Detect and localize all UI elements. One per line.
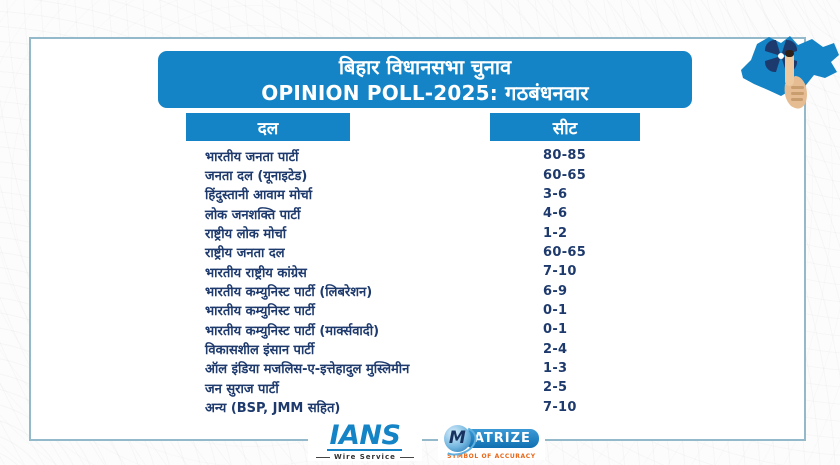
seat-range: 80-85 — [543, 148, 587, 164]
party-name: हिंदुस्तानी आवाम मोर्चा — [205, 188, 313, 204]
poll-title-english: OPINION POLL-2025: गठबंधनवार — [261, 80, 589, 105]
footer-logos: IANS Wire Service M ATRIZE SYMBOL OF ACC… — [308, 420, 545, 464]
table-row: हिंदुस्तानी आवाम मोर्चा 3-6 — [205, 185, 645, 204]
seat-range: 7-10 — [543, 264, 577, 280]
bihar-map-graphic — [741, 36, 839, 109]
party-name: लोक जनशक्ति पार्टी — [205, 207, 301, 223]
party-name: भारतीय राष्ट्रीय कांग्रेस — [205, 265, 307, 281]
party-name: राष्ट्रीय जनता दल — [205, 246, 285, 262]
seat-range: 2-4 — [543, 341, 568, 357]
ians-logo: IANS Wire Service — [308, 420, 422, 461]
table-row: जन सुराज पार्टी 2-5 — [205, 378, 645, 397]
table-row: भारतीय जनता पार्टी 80-85 — [205, 146, 645, 165]
seat-range: 60-65 — [543, 244, 587, 260]
party-name: भारतीय कम्युनिस्ट पार्टी (लिबरेशन) — [205, 285, 373, 301]
table-row: भारतीय कम्युनिस्ट पार्टी (लिबरेशन) 6-9 — [205, 281, 645, 301]
party-name: विकासशील इंसान पार्टी — [205, 343, 315, 359]
table-rows: भारतीय जनता पार्टी 80-85 जनता दल (यूनाइट… — [205, 146, 645, 417]
column-header-seats: सीट — [490, 113, 640, 141]
voter-finger-icon — [784, 50, 807, 109]
party-name: ऑल इंडिया मजलिस-ए-इत्तेहादुल मुस्लिमीन — [205, 362, 410, 378]
matrize-wordmark: M ATRIZE — [443, 424, 539, 452]
seat-range: 3-6 — [543, 186, 568, 202]
seat-range: 0-1 — [543, 322, 568, 338]
ians-tagline: Wire Service — [316, 453, 414, 461]
table-row: लोक जनशक्ति पार्टी 4-6 — [205, 204, 645, 223]
party-name: राष्ट्रीय लोक मोर्चा — [205, 227, 287, 243]
seat-range: 7-10 — [543, 399, 577, 415]
seat-range: 6-9 — [543, 283, 568, 299]
party-name: जन सुराज पार्टी — [205, 381, 279, 397]
party-name: भारतीय कम्युनिस्ट पार्टी (मार्क्सवादी) — [205, 323, 380, 339]
matrize-tagline: SYMBOL OF ACCURACY — [447, 452, 536, 460]
table-row: भारतीय राष्ट्रीय कांग्रेस 7-10 — [205, 262, 645, 281]
dash-right — [399, 456, 414, 458]
table-row: राष्ट्रीय जनता दल 60-65 — [205, 243, 645, 262]
seat-range: 60-65 — [543, 167, 587, 183]
table-row: ऑल इंडिया मजलिस-ए-इत्तेहादुल मुस्लिमीन 1… — [205, 359, 645, 378]
seat-range: 0-1 — [543, 302, 568, 318]
party-name: अन्य (BSP, JMM सहित) — [205, 401, 341, 417]
poll-title-hindi: बिहार विधानसभा चुनाव — [338, 54, 512, 79]
table-row: अन्य (BSP, JMM सहित) 7-10 — [205, 397, 645, 417]
poll-title-banner: बिहार विधानसभा चुनाव OPINION POLL-2025: … — [158, 51, 692, 108]
dash-left — [316, 456, 330, 458]
matrize-name-pill: ATRIZE — [463, 428, 539, 448]
table-row: भारतीय कम्युनिस्ट पार्टी 0-1 — [205, 301, 645, 320]
matrize-logo: M ATRIZE SYMBOL OF ACCURACY — [437, 424, 545, 460]
column-header-party: दल — [186, 113, 350, 141]
table-row: भारतीय कम्युनिस्ट पार्टी (मार्क्सवादी) 0… — [205, 320, 645, 339]
ians-wordmark: IANS — [327, 420, 403, 451]
party-name: भारतीय कम्युनिस्ट पार्टी — [205, 304, 315, 320]
ians-tagline-text: Wire Service — [334, 453, 396, 461]
seat-range: 1-2 — [543, 225, 568, 241]
seat-range: 4-6 — [543, 206, 568, 222]
party-name: जनता दल (यूनाइटेड) — [205, 169, 308, 185]
party-name: भारतीय जनता पार्टी — [205, 149, 299, 165]
seat-range: 1-3 — [543, 360, 568, 376]
matrize-globe-icon: M — [443, 424, 471, 452]
table-row: विकासशील इंसान पार्टी 2-4 — [205, 339, 645, 359]
table-row: राष्ट्रीय लोक मोर्चा 1-2 — [205, 223, 645, 243]
seat-range: 2-5 — [543, 380, 568, 396]
table-row: जनता दल (यूनाइटेड) 60-65 — [205, 165, 645, 185]
